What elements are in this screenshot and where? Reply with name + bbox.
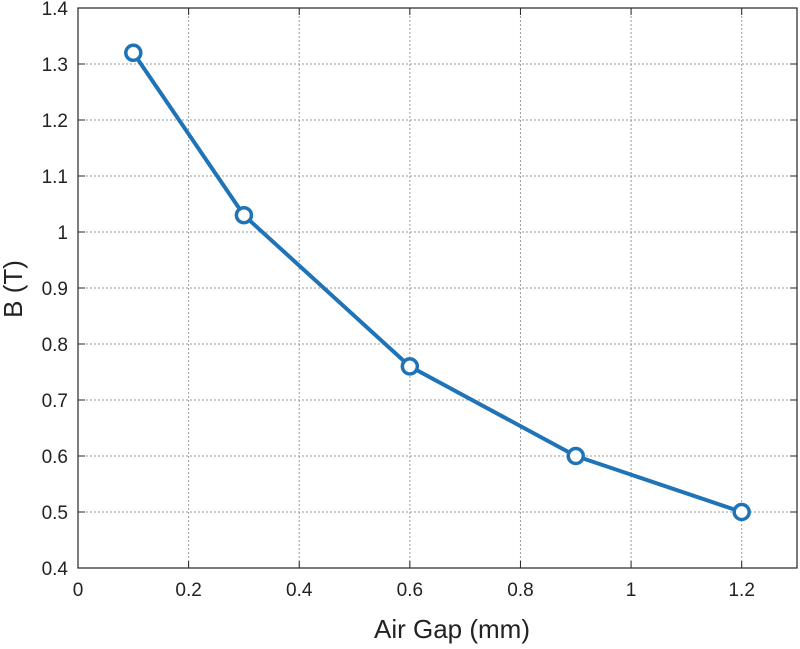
y-tick-label-8: 1.2 xyxy=(42,111,68,132)
x-tick-label-0: 0 xyxy=(73,580,84,601)
axes xyxy=(77,7,798,569)
data-series xyxy=(124,43,751,522)
x-axis-label: Air Gap (mm) xyxy=(374,614,530,644)
data-point-1 xyxy=(234,205,254,225)
data-point-0 xyxy=(124,43,143,63)
x-tick-label-1: 0.2 xyxy=(175,580,201,601)
y-tick-label-4: 0.8 xyxy=(42,335,68,356)
tick-labels: 0 0.2 0.4 0.6 0.8 1 1.2 0.4 0.5 0.6 0.7 0.8 0.9 1 1.1 1… xyxy=(42,0,755,601)
y-tick-label-2: 0.6 xyxy=(42,447,68,468)
x-tick-label-4: 0.8 xyxy=(507,580,533,601)
y-tick-label-0: 0.4 xyxy=(42,559,69,580)
y-tick-label-5: 0.9 xyxy=(42,279,68,300)
y-tick-label-7: 1.1 xyxy=(42,167,68,188)
y-tick-label-6: 1 xyxy=(57,223,68,244)
x-tick-label-2: 0.4 xyxy=(286,580,313,601)
y-tick-label-9: 1.3 xyxy=(42,55,68,76)
x-tick-label-5: 1 xyxy=(626,580,637,601)
y-axis-label: B (T) xyxy=(0,260,28,318)
data-point-4 xyxy=(732,502,751,522)
x-tick-label-3: 0.6 xyxy=(397,580,423,601)
y-tick-label-1: 0.5 xyxy=(42,503,68,524)
x-tick-label-6: 1.2 xyxy=(728,580,754,601)
y-tick-label-10: 1.4 xyxy=(42,0,69,20)
y-tick-label-3: 0.7 xyxy=(42,391,68,412)
data-point-2 xyxy=(400,357,420,376)
data-point-3 xyxy=(566,446,586,466)
grid-lines xyxy=(78,8,797,568)
